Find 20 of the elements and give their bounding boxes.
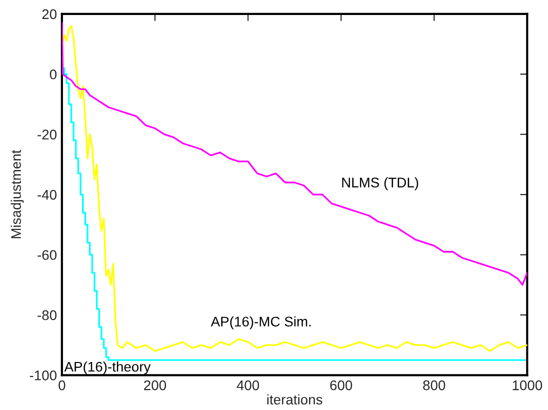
- y-axis-title: Misadjustment: [10, 150, 24, 238]
- x-tick-label: 200: [144, 380, 166, 390]
- series-label: AP(16)-theory: [64, 361, 151, 374]
- line-series: [62, 25, 528, 352]
- y-tick-label: -60: [38, 250, 57, 260]
- x-tick-label: 800: [423, 380, 446, 390]
- y-tick-label: -100: [30, 370, 57, 380]
- line-series: [62, 22, 528, 286]
- y-tick-label: -40: [38, 190, 57, 200]
- y-tick-label: 0: [50, 69, 57, 80]
- y-tick-label: -80: [38, 310, 57, 320]
- x-tick-label: 600: [330, 380, 352, 390]
- x-axis-title: iterations: [267, 394, 322, 405]
- x-tick-label: 400: [236, 380, 260, 390]
- x-tick-label: 1000: [512, 380, 542, 390]
- y-tick-label: -20: [38, 130, 57, 140]
- series-label: NLMS (TDL): [342, 177, 418, 190]
- y-tick-label: 20: [42, 9, 57, 20]
- x-tick-label: 0: [58, 380, 66, 390]
- series-label: AP(16)-MC Sim.: [210, 316, 311, 330]
